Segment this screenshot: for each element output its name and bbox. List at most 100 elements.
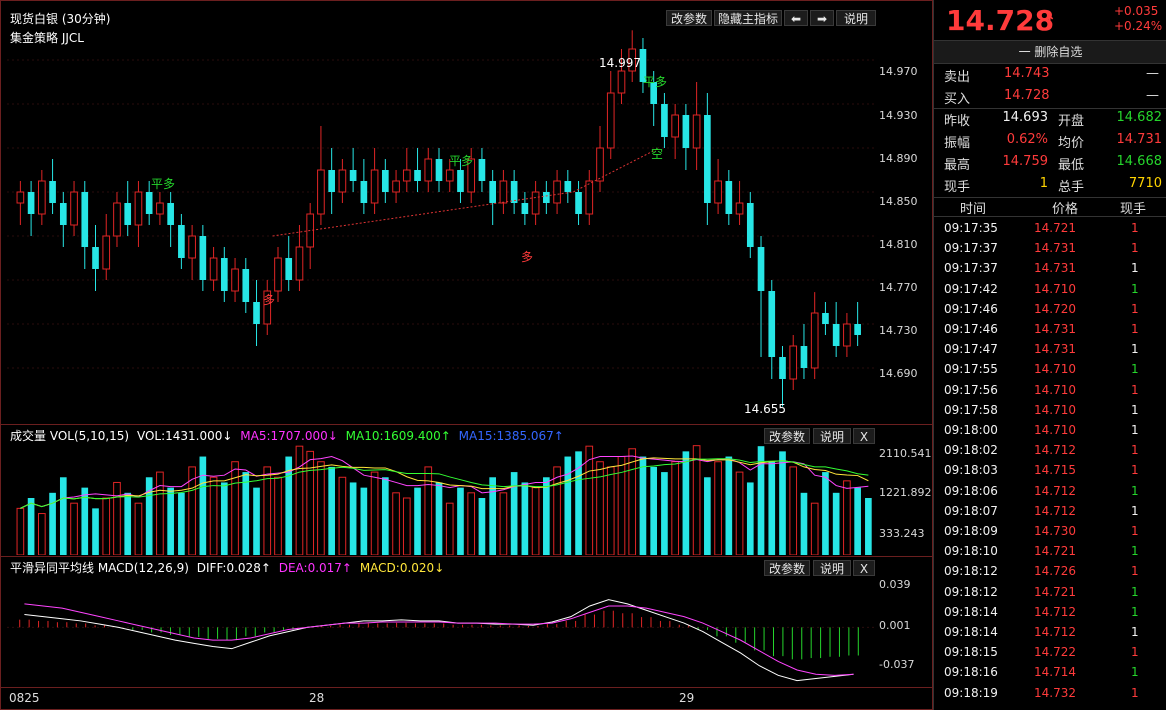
ask-label: 卖出 xyxy=(944,70,971,85)
volume-close-button[interactable]: X xyxy=(853,428,875,444)
price-tick: 14.690 xyxy=(879,367,918,380)
stat-label: 昨收 xyxy=(944,114,971,129)
volume-bar xyxy=(499,492,508,555)
volume-bar xyxy=(800,492,808,555)
volume-chart[interactable] xyxy=(7,441,875,555)
signal-long: 多 xyxy=(521,250,534,264)
stat-value: 14.668 xyxy=(1116,154,1163,169)
candle-body xyxy=(543,192,550,203)
time-tick: 0825 xyxy=(9,691,40,705)
remove-watchlist-button[interactable]: 一 删除自选 xyxy=(934,40,1166,64)
tick-qty: 1 xyxy=(1131,645,1139,660)
tick-row: 09:17:42 14.710 1 xyxy=(934,279,1164,299)
scroll-right-button[interactable]: ➡ xyxy=(810,10,834,26)
volume-tick: 2110.541 xyxy=(879,447,932,460)
macd-close-button[interactable]: X xyxy=(853,560,875,576)
tick-time: 09:17:46 xyxy=(944,322,998,336)
volume-bar xyxy=(661,472,668,555)
macd-title: 平滑异同平均线 MACD(12,26,9) DIFF:0.028↑ DEA:0.… xyxy=(10,559,444,576)
tick-row: 09:17:37 14.731 1 xyxy=(934,258,1164,278)
volume-bar xyxy=(392,492,400,555)
candle-body xyxy=(414,170,421,181)
tick-price: 14.712 xyxy=(1034,625,1076,639)
candle-body xyxy=(854,324,861,335)
stat-row: 昨收 14.693 开盘 14.682 xyxy=(934,110,1166,132)
tick-row: 09:18:07 14.712 1 xyxy=(934,501,1164,521)
candle-body xyxy=(242,269,250,302)
tick-time: 09:18:09 xyxy=(944,524,998,538)
tick-qty: 1 xyxy=(1131,564,1139,579)
volume-bar xyxy=(274,476,282,555)
tick-time: 09:17:46 xyxy=(944,301,998,316)
tick-qty: 1 xyxy=(1131,301,1139,316)
price-axis: 14.970 14.930 14.890 14.850 14.810 14.77… xyxy=(877,27,932,423)
volume-bar xyxy=(59,477,67,555)
candle-body xyxy=(435,159,443,181)
volume-bar xyxy=(521,482,529,555)
tick-list[interactable]: 09:17:35 14.721 1 09:17:37 14.731 1 09:17:37 14… xyxy=(934,218,1166,710)
candle-body xyxy=(102,235,111,270)
tick-price: 14.721 xyxy=(1034,221,1076,235)
scroll-left-button[interactable]: ⬅ xyxy=(784,10,808,26)
modify-params-button[interactable]: 改参数 xyxy=(666,10,712,26)
candle-body xyxy=(628,48,637,72)
tick-time: 09:18:03 xyxy=(944,463,998,478)
volume-bar xyxy=(178,492,185,555)
tick-header-price: 价格 xyxy=(1052,202,1079,217)
candle-body xyxy=(317,169,325,215)
tick-price: 14.726 xyxy=(1034,564,1076,579)
tick-header-divider xyxy=(934,216,1166,217)
tick-header: 时间 价格 现手 xyxy=(934,198,1166,217)
macd-modify-button[interactable]: 改参数 xyxy=(764,560,810,576)
candle-body xyxy=(617,70,626,94)
volume-bar xyxy=(113,481,121,555)
volume-bar xyxy=(338,476,347,555)
volume-bar xyxy=(445,502,454,555)
volume-bar xyxy=(650,466,658,555)
volume-bar xyxy=(457,487,464,555)
tick-qty: 1 xyxy=(1131,362,1139,377)
volume-help-button[interactable]: 说明 xyxy=(813,428,851,444)
volume-modify-button[interactable]: 改参数 xyxy=(764,428,810,444)
macd-chart[interactable] xyxy=(7,574,875,686)
help-button[interactable]: 说明 xyxy=(836,10,876,26)
hide-main-indicator-button[interactable]: 隐藏主指标 xyxy=(714,10,782,26)
tick-price: 14.731 xyxy=(1034,322,1076,336)
volume-bar xyxy=(199,456,207,555)
candle-body xyxy=(27,192,35,214)
tick-qty: 1 xyxy=(1131,423,1139,437)
candle-body xyxy=(725,181,733,214)
volume-bar xyxy=(489,477,496,555)
candle-body xyxy=(789,345,798,380)
signal-long: 多 xyxy=(263,293,276,307)
tick-row: 09:18:06 14.712 1 xyxy=(934,481,1164,501)
volume-bar xyxy=(370,471,379,555)
volume-bar xyxy=(553,466,561,555)
volume-bar xyxy=(467,492,476,555)
bid-row: 买入 14.728 — xyxy=(934,88,1166,110)
tick-price: 14.721 xyxy=(1034,584,1076,599)
tick-qty: 1 xyxy=(1131,281,1139,296)
volume-bar xyxy=(424,466,433,555)
tick-qty: 1 xyxy=(1131,665,1139,680)
volume-bar xyxy=(167,487,174,555)
stat-value: 7710 xyxy=(1128,176,1162,191)
candle-body xyxy=(402,169,411,182)
candle-body xyxy=(553,180,561,204)
tick-price: 14.715 xyxy=(1034,463,1076,478)
candle-body xyxy=(822,313,829,324)
macd-help-button[interactable]: 说明 xyxy=(813,560,851,576)
macd-tick: -0.037 xyxy=(879,658,915,671)
stat-label: 总手 xyxy=(1058,180,1085,195)
tick-row: 09:18:14 14.712 1 xyxy=(934,622,1164,642)
chart-area: 现货白银 (30分钟) 集金策略 JJCL 改参数 隐藏主指标 ⬅ ➡ 说明 1… xyxy=(0,0,933,710)
tick-row: 09:18:10 14.721 1 xyxy=(934,541,1164,561)
candle-body xyxy=(585,180,594,215)
candlestick-chart[interactable] xyxy=(7,27,875,423)
tick-row: 09:17:46 14.720 1 xyxy=(934,299,1164,319)
candle-body xyxy=(467,158,476,193)
volume-bar xyxy=(134,502,143,555)
tick-row: 09:17:58 14.710 1 xyxy=(934,400,1164,420)
bid-label: 买入 xyxy=(944,92,971,107)
up-arrow-icon: ↑ xyxy=(1043,12,1057,31)
